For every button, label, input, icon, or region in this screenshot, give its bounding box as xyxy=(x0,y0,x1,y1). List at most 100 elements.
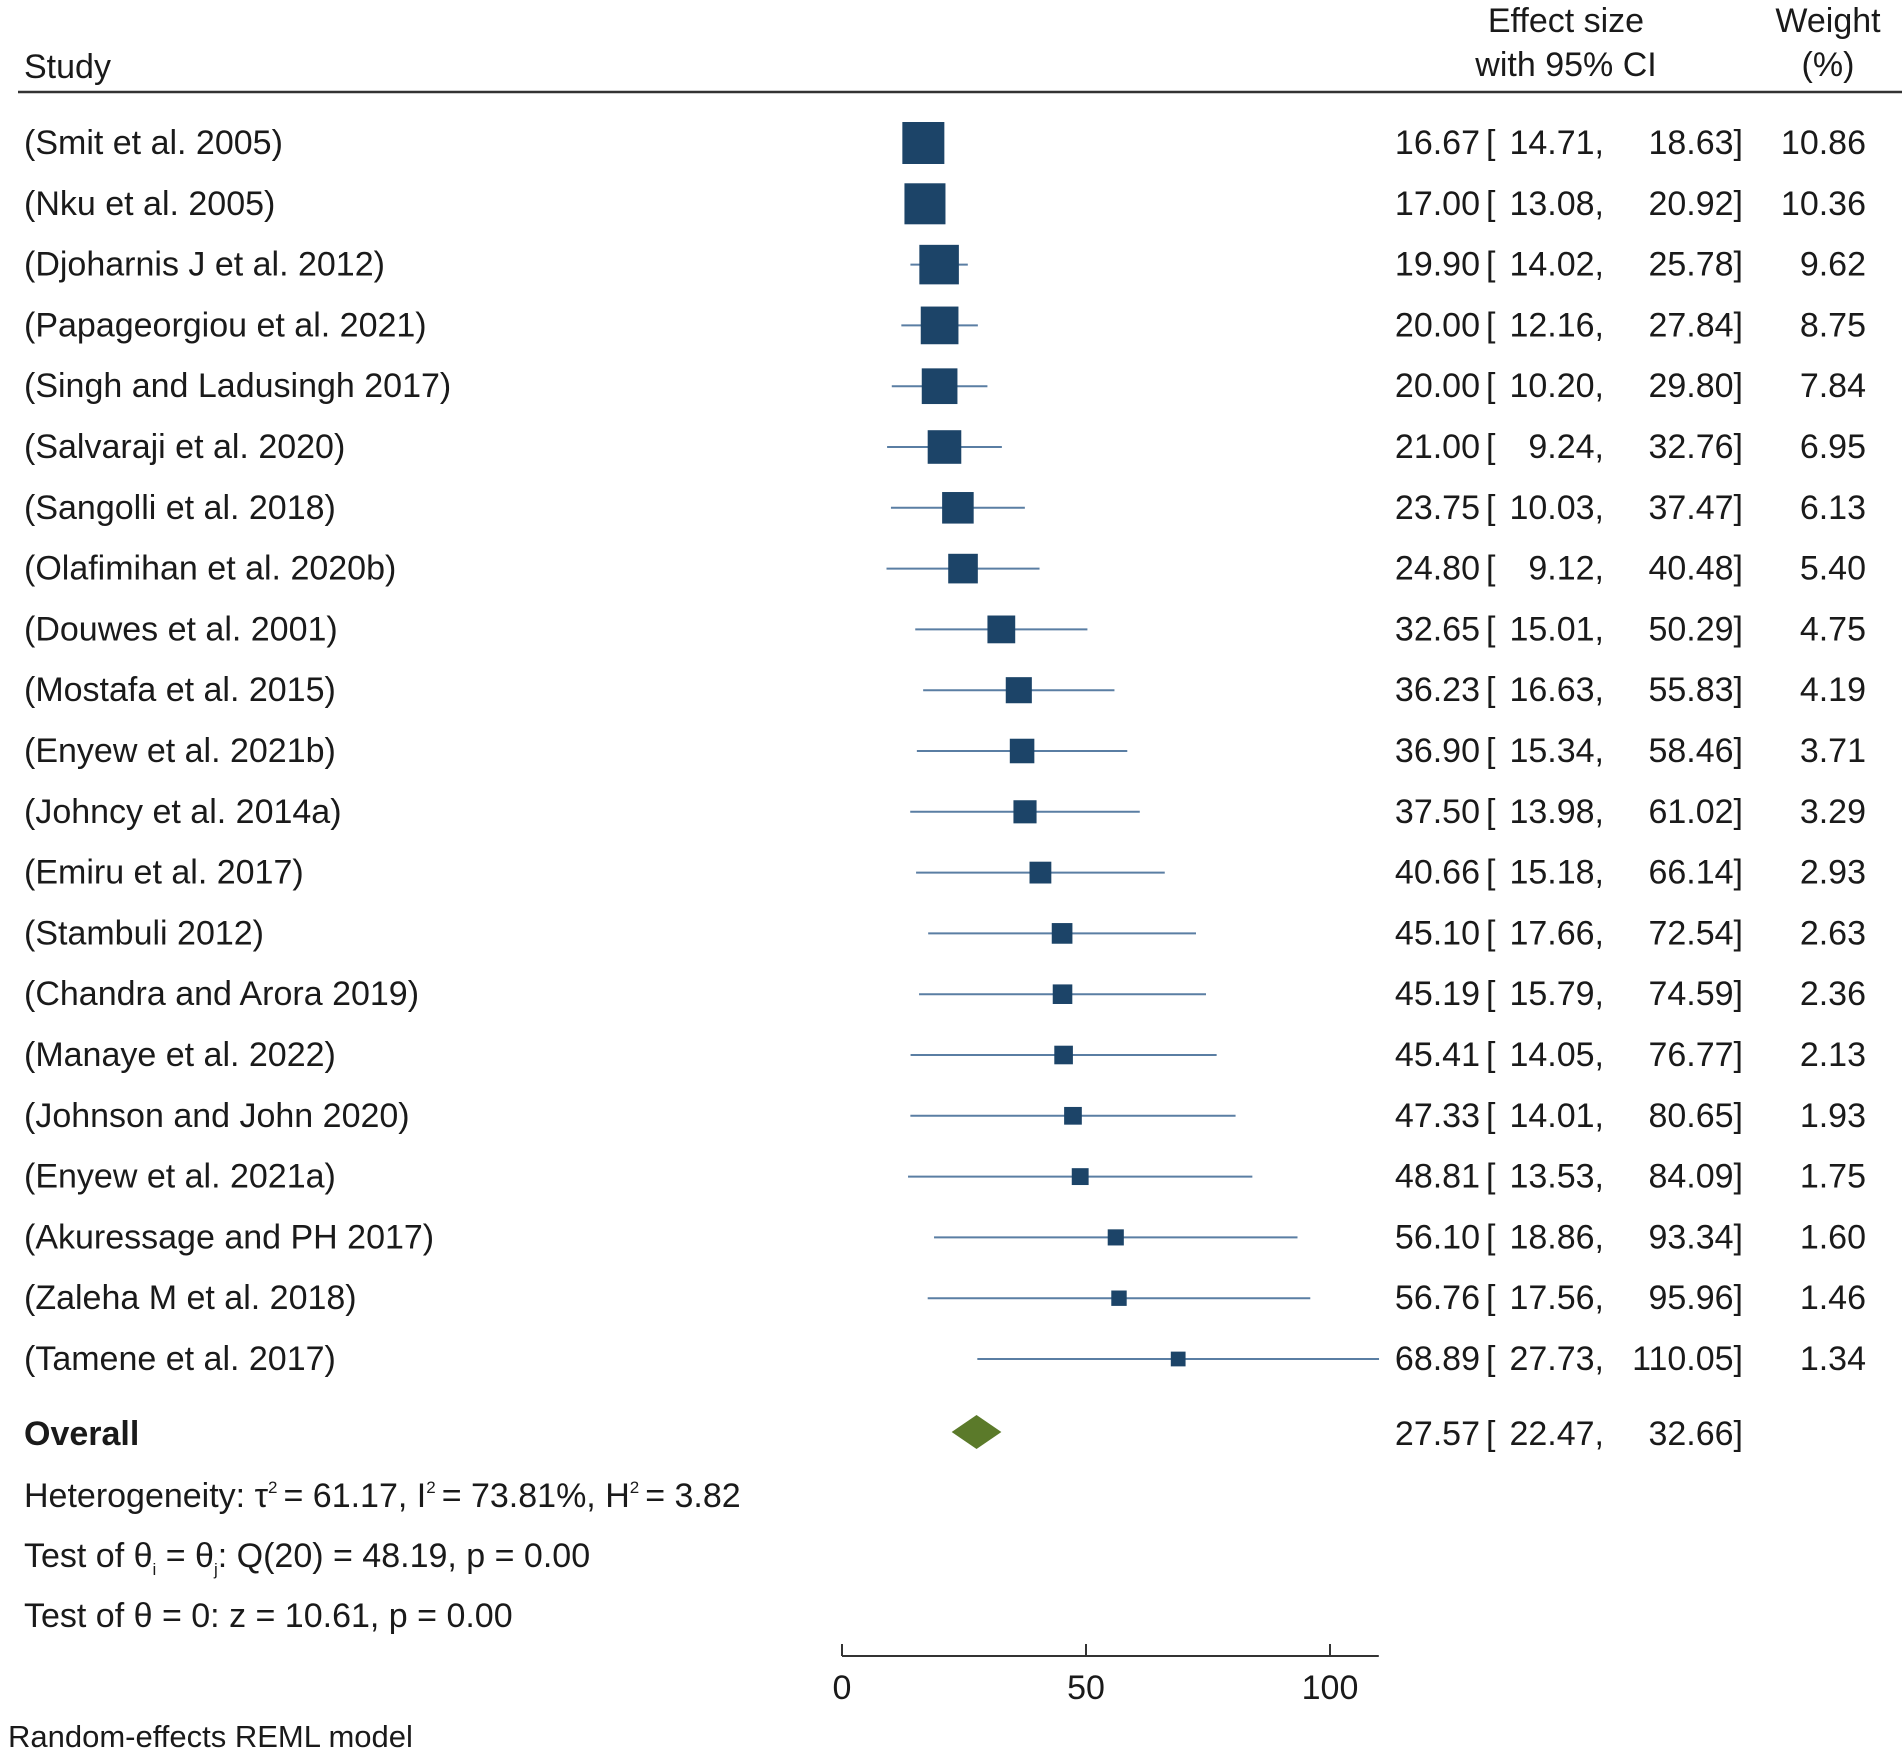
study-marker xyxy=(1029,861,1052,884)
x-tick-label: 50 xyxy=(1067,1669,1105,1707)
study-weight: 1.34 xyxy=(1800,1340,1866,1378)
overall-row: Overall 27.57 [ 22.47, 32.66] xyxy=(24,1415,1743,1453)
study-label: (Zaleha M et al. 2018) xyxy=(24,1279,357,1317)
study-marker xyxy=(987,615,1016,644)
study-es: 40.66 xyxy=(1395,854,1480,892)
study-label: (Akuressage and PH 2017) xyxy=(24,1218,434,1256)
study-bracket: [ xyxy=(1486,793,1496,831)
study-bracket: [ xyxy=(1486,610,1496,648)
study-marker xyxy=(1005,677,1032,704)
header-weight: Weight xyxy=(1775,2,1881,40)
study-marker xyxy=(1170,1351,1186,1367)
study-marker xyxy=(948,553,978,584)
x-axis: 0 50 100 xyxy=(833,1644,1379,1707)
tti-mid: = θ xyxy=(156,1537,214,1575)
study-ci-low: 18.86, xyxy=(1509,1218,1604,1256)
study-ci-low: 14.02, xyxy=(1509,246,1604,284)
overall-label: Overall xyxy=(24,1415,139,1453)
study-ci-low: 15.18, xyxy=(1509,854,1604,892)
study-ci-low: 27.73, xyxy=(1509,1340,1604,1378)
het-h2: = 3.82 xyxy=(645,1477,740,1515)
study-label: (Johncy et al. 2014a) xyxy=(24,793,342,831)
study-weight: 2.13 xyxy=(1800,1036,1866,1074)
study-weight: 4.75 xyxy=(1800,610,1866,648)
study-ci-low: 10.20, xyxy=(1509,367,1604,405)
study-es: 21.00 xyxy=(1395,428,1480,466)
study-es: 19.90 xyxy=(1395,246,1480,284)
study-ci-high: 27.84] xyxy=(1648,306,1743,344)
study-label: (Emiru et al. 2017) xyxy=(24,854,304,892)
study-es: 16.67 xyxy=(1395,124,1480,162)
study-ci-low: 9.12, xyxy=(1528,550,1604,588)
study-bracket: [ xyxy=(1486,489,1496,527)
header-effect-size: Effect size xyxy=(1488,2,1644,40)
study-label: (Sangolli et al. 2018) xyxy=(24,489,336,527)
study-weight: 2.36 xyxy=(1800,975,1866,1013)
study-ci-high: 37.47] xyxy=(1648,489,1743,527)
study-label: (Enyew et al. 2021b) xyxy=(24,732,336,770)
study-es: 20.00 xyxy=(1395,367,1480,405)
study-marker xyxy=(1009,738,1035,764)
study-ci-low: 16.63, xyxy=(1509,671,1604,709)
study-ci-high: 95.96] xyxy=(1648,1279,1743,1317)
study-weight: 2.63 xyxy=(1800,914,1866,952)
study-marker xyxy=(1013,800,1037,824)
study-es: 17.00 xyxy=(1395,185,1480,223)
het-i2: = 73.81%, H xyxy=(442,1477,630,1515)
study-es: 24.80 xyxy=(1395,550,1480,588)
study-weight: 6.13 xyxy=(1800,489,1866,527)
study-bracket: [ xyxy=(1486,367,1496,405)
study-bracket: [ xyxy=(1486,1340,1496,1378)
study-weight: 1.60 xyxy=(1800,1218,1866,1256)
study-ci-high: 84.09] xyxy=(1648,1158,1743,1196)
study-es: 36.23 xyxy=(1395,671,1480,709)
study-rows: (Smit et al. 2005) 16.67[14.71, 18.63] 10.8… xyxy=(24,124,1866,1378)
study-marker xyxy=(927,430,962,464)
study-bracket: [ xyxy=(1486,1036,1496,1074)
study-weight: 2.93 xyxy=(1800,854,1866,892)
study-weight: 3.29 xyxy=(1800,793,1866,831)
study-es: 37.50 xyxy=(1395,793,1480,831)
het-sup-tau: 2 xyxy=(268,1478,277,1497)
study-es: 23.75 xyxy=(1395,489,1480,527)
study-es: 56.76 xyxy=(1395,1279,1480,1317)
study-ci-high: 74.59] xyxy=(1648,975,1743,1013)
study-es: 32.65 xyxy=(1395,610,1480,648)
overall-diamond xyxy=(951,1415,1002,1449)
study-bracket: [ xyxy=(1486,1218,1496,1256)
study-ci-high: 25.78] xyxy=(1648,246,1743,284)
study-es: 36.90 xyxy=(1395,732,1480,770)
study-ci-low: 17.56, xyxy=(1509,1279,1604,1317)
statistics: Heterogeneity: τ2 = 61.17, I2 = 73.81%, H2… xyxy=(24,1477,741,1635)
study-weight: 1.75 xyxy=(1800,1158,1866,1196)
study-bracket: [ xyxy=(1486,1279,1496,1317)
study-es: 47.33 xyxy=(1395,1097,1480,1135)
study-label: (Salvaraji et al. 2020) xyxy=(24,428,345,466)
study-bracket: [ xyxy=(1486,975,1496,1013)
study-label: (Mostafa et al. 2015) xyxy=(24,671,336,709)
study-label: (Tamene et al. 2017) xyxy=(24,1340,336,1378)
study-ci-high: 76.77] xyxy=(1648,1036,1743,1074)
study-bracket: [ xyxy=(1486,732,1496,770)
test-theta-i-text: Test of θi = θj: Q(20) = 48.19, p = 0.00 xyxy=(24,1537,590,1579)
study-bracket: [ xyxy=(1486,306,1496,344)
study-es: 45.41 xyxy=(1395,1036,1480,1074)
study-marker xyxy=(942,492,974,524)
study-ci-low: 15.79, xyxy=(1509,975,1604,1013)
study-ci-low: 15.34, xyxy=(1509,732,1604,770)
study-label: (Olafimihan et al. 2020b) xyxy=(24,550,396,588)
study-ci-high: 20.92] xyxy=(1648,185,1743,223)
study-ci-high: 55.83] xyxy=(1648,671,1743,709)
study-weight: 9.62 xyxy=(1800,246,1866,284)
study-ci-high: 93.34] xyxy=(1648,1218,1743,1256)
het-sup-i: 2 xyxy=(426,1478,435,1497)
study-ci-low: 17.66, xyxy=(1509,914,1604,952)
study-es: 45.10 xyxy=(1395,914,1480,952)
study-ci-low: 10.03, xyxy=(1509,489,1604,527)
study-marker xyxy=(1111,1290,1127,1306)
het-prefix: Heterogeneity: τ xyxy=(24,1477,269,1515)
study-es: 45.19 xyxy=(1395,975,1480,1013)
study-weight: 6.95 xyxy=(1800,428,1866,466)
study-weight: 10.36 xyxy=(1781,185,1866,223)
